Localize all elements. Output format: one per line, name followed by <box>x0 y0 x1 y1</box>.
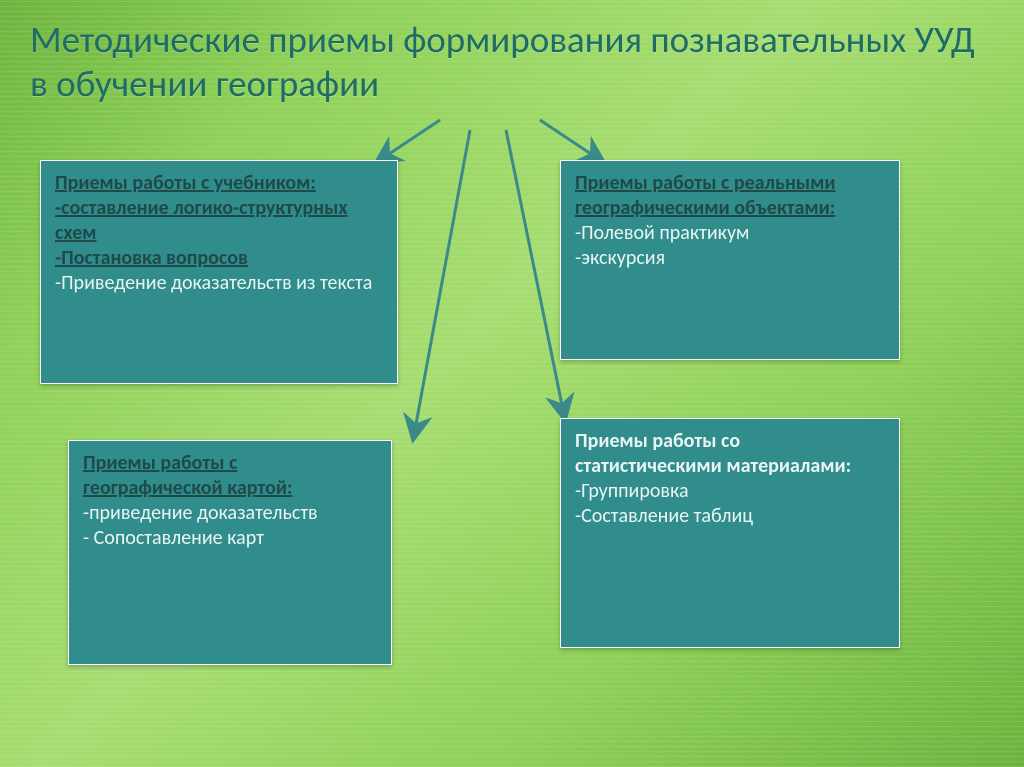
arrow <box>414 130 470 435</box>
box-item: -Полевой практикум <box>575 221 885 246</box>
box-header: Приемы работы с реальными географическим… <box>575 171 885 221</box>
box-map-methods: Приемы работы с географической картой:-п… <box>68 440 392 665</box>
box-item: -экскурсия <box>575 246 885 271</box>
box-item: -Составление таблиц <box>575 504 885 529</box>
arrow <box>506 130 564 415</box>
box-real-objects-methods: Приемы работы с реальными географическим… <box>560 160 900 360</box>
stage: Методические приемы формирования познава… <box>0 0 1024 767</box>
box-item: - Сопоставление карт <box>83 526 377 551</box>
box-header: Приемы работы со статистическими материа… <box>575 429 885 479</box>
box-item: -Группировка <box>575 479 885 504</box>
box-header: Приемы работы с учебником: <box>55 171 383 196</box>
box-header: Приемы работы с географической картой: <box>83 451 377 501</box>
arrow <box>540 120 600 160</box>
box-item: -Приведение доказательств из текста <box>55 271 383 296</box>
box-item: -составление логико-структурных схем <box>55 196 383 246</box>
box-item: -Постановка вопросов <box>55 246 383 271</box>
box-item: -приведение доказательств <box>83 501 377 526</box>
arrow <box>380 120 440 160</box>
slide-title: Методические приемы формирования познава… <box>30 18 990 107</box>
box-textbook-methods: Приемы работы с учебником:-составление л… <box>40 160 398 384</box>
box-statistics-methods: Приемы работы со статистическими материа… <box>560 418 900 648</box>
